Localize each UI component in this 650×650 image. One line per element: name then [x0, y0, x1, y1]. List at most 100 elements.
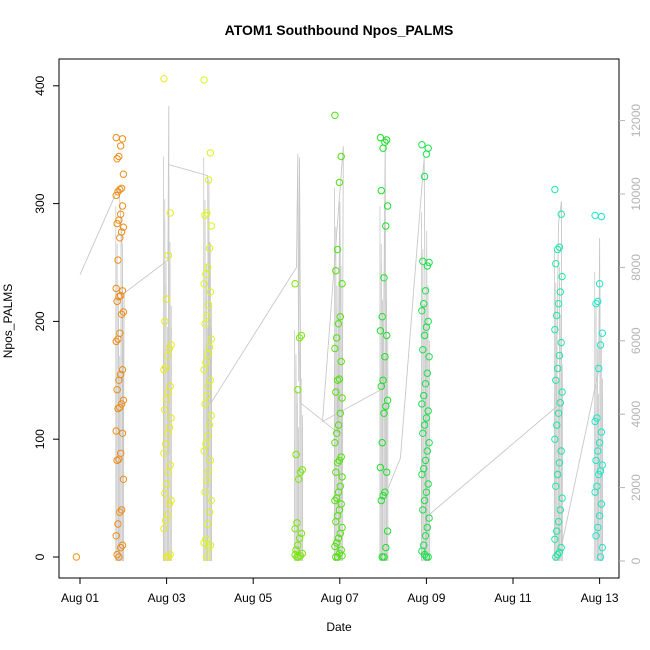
data-point [332, 267, 340, 275]
data-point [114, 520, 122, 528]
data-point [164, 251, 173, 260]
data-point [295, 334, 304, 342]
data-point [425, 514, 433, 522]
data-point [295, 475, 303, 483]
data-point [336, 313, 344, 321]
data-point [160, 449, 168, 457]
data-point [204, 543, 213, 552]
data-point [116, 234, 124, 242]
data-point [206, 456, 215, 465]
data-point [204, 350, 212, 359]
data-point [201, 211, 209, 220]
data-point [595, 470, 603, 479]
data-point [551, 535, 559, 543]
data-point [117, 506, 126, 514]
data-point [116, 508, 124, 516]
data-point [201, 400, 209, 408]
data-point [118, 135, 127, 143]
data-point [164, 468, 173, 476]
data-point [597, 500, 606, 508]
data-point [163, 351, 172, 360]
data-point [114, 256, 122, 264]
data-point [292, 450, 300, 459]
data-point [119, 308, 128, 316]
data-point [112, 427, 120, 435]
data-point [116, 403, 124, 412]
data-point [207, 222, 216, 230]
data-point [161, 317, 169, 326]
data-point [383, 136, 391, 144]
data-point [117, 310, 126, 318]
data-point [555, 351, 564, 360]
data-point [207, 411, 216, 420]
y2-tick-label: 10000 [629, 177, 643, 211]
y-axis-label: Npos_PALMS [1, 284, 15, 358]
data-point [114, 188, 122, 196]
data-point [379, 144, 387, 152]
data-point [423, 447, 431, 455]
data-point [160, 75, 168, 83]
data-point [333, 376, 342, 384]
data-point [116, 185, 124, 194]
data-point [418, 400, 426, 408]
x-axis-label: Date [326, 620, 352, 634]
data-point [420, 391, 428, 400]
data-point [332, 388, 340, 396]
data-point [295, 534, 304, 542]
data-point [552, 482, 560, 490]
data-point [335, 456, 344, 465]
data-point [205, 343, 214, 351]
data-point [421, 380, 430, 388]
data-point [112, 337, 120, 346]
data-point [119, 170, 128, 178]
data-point [160, 366, 168, 374]
data-point [596, 341, 605, 349]
data-point [383, 527, 392, 535]
data-point [598, 543, 606, 552]
data-point [338, 552, 346, 560]
data-point [162, 553, 171, 561]
data-point [204, 432, 212, 440]
data-point [334, 320, 343, 328]
data-point [552, 260, 560, 268]
data-point [162, 516, 170, 525]
data-point [383, 331, 391, 340]
data-point [201, 488, 209, 496]
data-point [338, 280, 346, 288]
data-point [117, 400, 126, 408]
x-tick-label: Aug 11 [494, 591, 531, 605]
data-point [113, 550, 121, 559]
data-point [379, 492, 387, 500]
data-point [167, 414, 175, 422]
data-point [334, 421, 343, 429]
data-point [331, 111, 339, 120]
data-point [421, 456, 430, 465]
data-point [115, 152, 123, 161]
data-point [377, 496, 385, 505]
data-point [118, 287, 127, 295]
y2-tick-label: 6000 [629, 327, 643, 354]
data-point [551, 185, 559, 194]
y-tick-label: 200 [33, 311, 47, 331]
data-point [418, 141, 426, 149]
y-tick-label: 100 [33, 429, 47, 449]
data-point [115, 553, 123, 561]
data-point [331, 542, 339, 551]
data-point [207, 496, 216, 505]
data-point [205, 421, 214, 429]
data-point [597, 212, 606, 221]
data-point [376, 463, 385, 472]
data-point [422, 414, 431, 422]
data-point [380, 274, 388, 282]
data-point [555, 243, 564, 251]
data-point [335, 178, 344, 187]
data-point [333, 429, 341, 437]
data-point [422, 488, 431, 496]
data-point [296, 468, 305, 476]
data-point [423, 262, 431, 270]
data-point [338, 394, 346, 402]
data-point [331, 496, 339, 505]
data-point [378, 313, 386, 321]
data-point [338, 473, 346, 481]
data-point [594, 297, 602, 306]
